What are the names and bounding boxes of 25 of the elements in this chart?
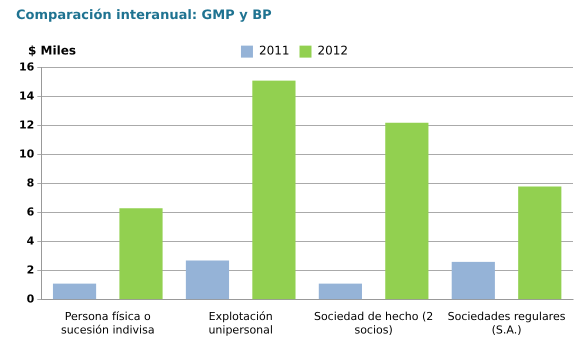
bar (186, 260, 230, 300)
y-tick-label: 14 (18, 89, 35, 102)
bar (119, 208, 163, 300)
legend-label: 2011 (258, 44, 290, 58)
y-tick-label: 8 (26, 176, 34, 190)
y-tick-label: 16 (18, 60, 35, 74)
bar (518, 186, 562, 300)
y-tick-label: 0 (26, 292, 35, 306)
bar (318, 284, 362, 300)
y-tick-label: 2 (26, 263, 34, 276)
chart-title: Comparación interanual: GMP y BP (16, 8, 272, 24)
bar (52, 284, 96, 300)
y-tick-label: 12 (18, 118, 34, 132)
x-tick-label: Persona física o sucesión indivisa (60, 310, 155, 336)
y-tick-label: 4 (26, 234, 35, 248)
x-tick-label: Sociedad de hecho (2 socios) (314, 310, 434, 336)
bar (385, 122, 428, 300)
legend-label: 2012 (318, 44, 348, 58)
bar (452, 262, 495, 300)
x-tick-label: Explotación unipersonal (208, 310, 273, 336)
bar (252, 80, 296, 300)
y-axis-title: $ Miles (28, 44, 76, 58)
x-tick-label: Sociedades regulares (S.A.) (448, 310, 566, 336)
y-tick-label: 6 (26, 205, 35, 218)
y-tick-label: 10 (18, 147, 35, 160)
